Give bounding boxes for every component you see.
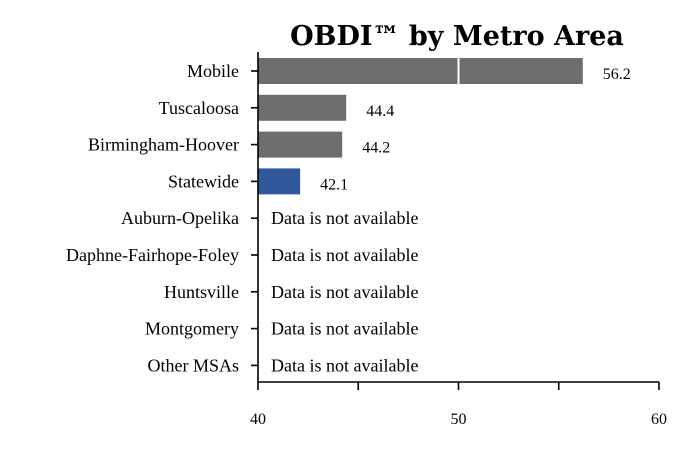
missing-label-huntsville: Data is not available <box>271 282 418 302</box>
value-label-birmingham-hoover: 44.2 <box>362 140 390 157</box>
bars-layer <box>258 58 583 195</box>
category-label-other-msas: Other MSAs <box>147 355 239 375</box>
category-label-statewide: Statewide <box>168 171 239 191</box>
category-label-tuscaloosa: Tuscaloosa <box>159 98 239 118</box>
missing-label-auburn-opelika: Data is not available <box>271 208 418 228</box>
bar-statewide <box>258 168 301 195</box>
missing-label-other-msas: Data is not available <box>271 355 418 375</box>
bar-mobile <box>258 58 583 84</box>
missing-label-montgomery: Data is not available <box>271 319 418 339</box>
value-label-tuscaloosa: 44.4 <box>366 103 394 120</box>
x-tick-label-50: 50 <box>451 411 467 428</box>
x-tick-label-40: 40 <box>250 411 266 428</box>
category-label-montgomery: Montgomery <box>145 319 239 339</box>
axis-layer <box>251 52 660 390</box>
value-label-mobile: 56.2 <box>603 66 631 83</box>
labels-layer: Mobile 56.2 Tuscaloosa 44.4 Birmingham-Hoove… <box>66 61 667 428</box>
value-label-statewide: 42.1 <box>320 176 348 193</box>
bar-birmingham-hoover <box>258 131 343 158</box>
missing-label-daphne-fairhope-foley: Data is not available <box>271 245 418 265</box>
category-label-birmingham-hoover: Birmingham-Hoover <box>88 135 239 155</box>
category-label-auburn-opelika: Auburn-Opelika <box>121 208 239 228</box>
category-label-huntsville: Huntsville <box>164 282 239 302</box>
category-label-mobile: Mobile <box>187 61 239 81</box>
x-tick-label-60: 60 <box>651 411 667 428</box>
bar-tuscaloosa <box>258 94 347 121</box>
chart-title: OBDI™ by Metro Area <box>290 21 624 52</box>
category-label-daphne-fairhope-foley: Daphne-Fairhope-Foley <box>66 245 239 265</box>
